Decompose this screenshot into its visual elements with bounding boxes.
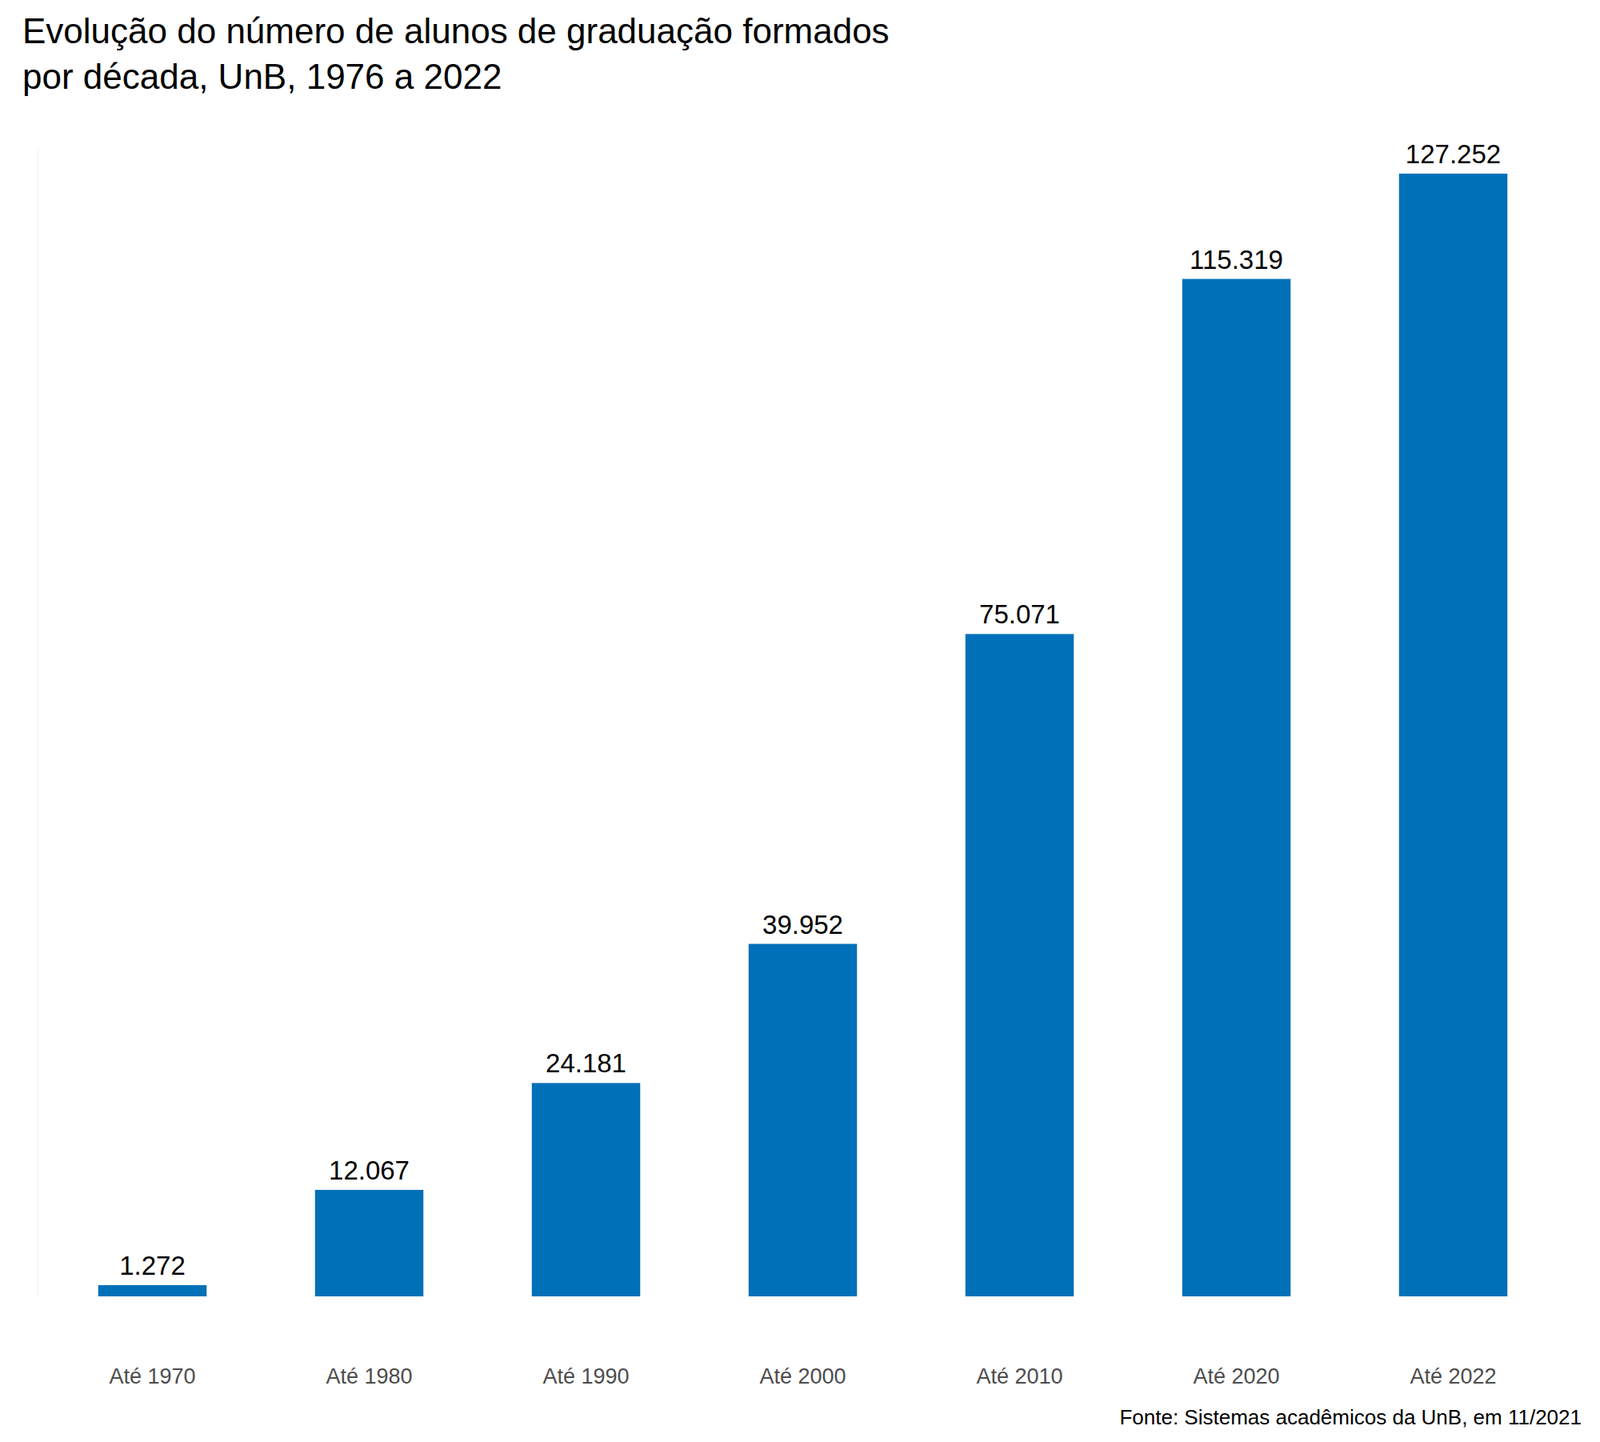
- data-label: 1.272: [119, 1250, 186, 1280]
- bar: [98, 1284, 208, 1296]
- x-tick-label: Até 1990: [542, 1364, 629, 1388]
- x-tick-label: Até 2010: [976, 1364, 1063, 1388]
- title-line: por década, UnB, 1976 a 2022: [22, 56, 502, 96]
- bar: [965, 633, 1075, 1296]
- labels: 1.272 12.067 24.181 39.952 75.071 115.319 127.…: [119, 139, 1501, 1280]
- chart-container: Evolução do número de alunos de graduaçã…: [0, 0, 1600, 1442]
- data-label: 12.067: [328, 1155, 410, 1185]
- bar: [532, 1082, 641, 1296]
- y-axis-line: [37, 149, 39, 1296]
- data-label: 127.252: [1405, 139, 1501, 169]
- data-label: 75.071: [979, 599, 1060, 629]
- chart-svg: Evolução do número de alunos de graduaçã…: [0, 0, 1600, 1442]
- bar: [1182, 279, 1292, 1296]
- chart-title: Evolução do número de alunos de graduaçã…: [22, 11, 890, 96]
- bars: [98, 173, 1508, 1296]
- bar: [748, 944, 858, 1296]
- x-tick-label: Até 1970: [108, 1364, 196, 1388]
- data-label: 115.319: [1189, 244, 1284, 275]
- x-tick-label: Até 2020: [1192, 1364, 1280, 1388]
- x-tick-label: Até 1980: [325, 1364, 412, 1388]
- title-line: Evolução do número de alunos de graduaçã…: [22, 11, 890, 51]
- x-tick-label: Até 2022: [1409, 1364, 1496, 1388]
- source-note: Fonte: Sistemas acadêmicos da UnB, em 11…: [1119, 1404, 1582, 1429]
- bar: [1399, 173, 1508, 1296]
- data-label: 24.181: [545, 1048, 627, 1078]
- bar: [315, 1189, 424, 1296]
- x-tick-label: Até 2000: [759, 1364, 846, 1388]
- data-label: 39.952: [762, 909, 844, 940]
